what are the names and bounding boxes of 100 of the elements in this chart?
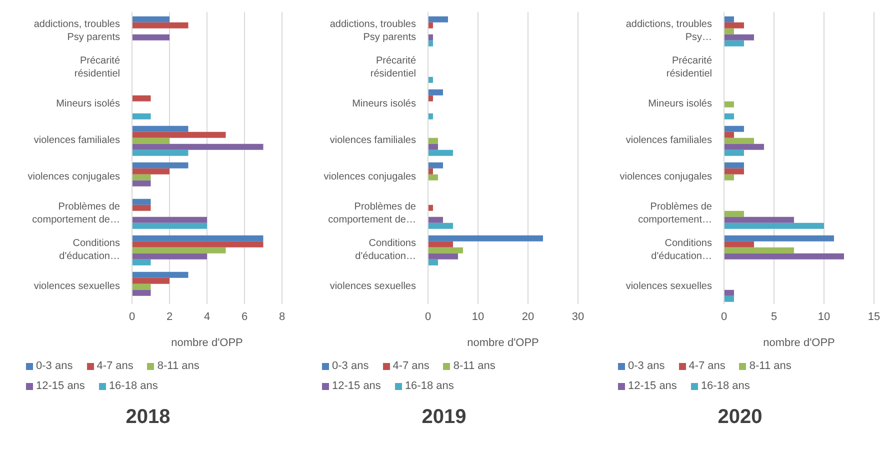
legend-label: 4-7 ans	[392, 360, 430, 372]
y-tick-label: Conditions d'éducation…	[355, 237, 416, 262]
x-tick-label: 10	[472, 310, 484, 323]
x-axis-title: nombre d'OPP	[467, 337, 539, 349]
bar	[428, 247, 463, 254]
bar	[132, 144, 264, 150]
bar	[428, 113, 433, 120]
bar	[132, 204, 151, 211]
legend-label: 4-7 ans	[96, 360, 134, 372]
text: 2018	[126, 406, 170, 429]
y-tick-label: violences sexuelles	[626, 280, 712, 292]
bar	[724, 210, 744, 217]
bar	[428, 76, 433, 83]
bar	[428, 222, 453, 229]
bar	[428, 89, 443, 96]
bar	[132, 162, 188, 168]
bar	[724, 126, 744, 132]
text: 2019	[422, 406, 466, 429]
bar	[132, 284, 151, 290]
bar	[724, 296, 734, 302]
bar	[724, 290, 734, 296]
bar	[428, 162, 443, 168]
y-tick-label: violences sexuelles	[34, 280, 120, 292]
bar	[724, 113, 734, 120]
bar	[132, 95, 151, 102]
y-tick-label: Précarité résidentiel	[370, 54, 416, 79]
x-tick-label: 0	[720, 310, 728, 323]
bar	[428, 16, 448, 22]
bar	[724, 132, 734, 138]
bar	[428, 144, 438, 150]
y-tick-label: Conditions d'éducation…	[59, 237, 120, 262]
bar	[132, 150, 188, 156]
legend-label: 12-15 ans	[331, 380, 381, 392]
bar	[428, 174, 438, 180]
y-tick-label: violences conjugales	[620, 170, 712, 182]
bar	[132, 180, 151, 186]
bar	[428, 216, 443, 223]
bar	[132, 138, 170, 144]
bar	[132, 168, 170, 174]
y-tick-label: violences familiales	[626, 134, 712, 146]
x-tick-label: 20	[522, 310, 534, 323]
bar	[724, 144, 764, 150]
x-tick-label: 4	[204, 310, 210, 323]
y-tick-label: addictions, troubles Psy…	[626, 18, 712, 42]
bar	[132, 278, 170, 284]
bar	[132, 126, 188, 132]
x-tick-label: 30	[572, 310, 584, 323]
bar	[132, 22, 188, 28]
bar	[428, 168, 433, 174]
y-tick-label: violences familiales	[34, 134, 120, 146]
bar	[724, 22, 744, 28]
bar	[132, 222, 207, 229]
bar	[132, 198, 151, 205]
legend-label: 16-18 ans	[404, 380, 454, 392]
bar	[724, 247, 794, 254]
legend-label: 0-3 ans	[331, 360, 369, 372]
bar	[724, 101, 734, 108]
x-tick-label: 6	[241, 310, 248, 323]
bar	[132, 113, 151, 120]
bar	[724, 162, 744, 168]
y-tick-label: Mineurs isolés	[648, 98, 712, 109]
y-tick-label: Précarité résidentiel	[74, 54, 120, 79]
bar	[724, 222, 824, 229]
y-tick-label: violences conjugales	[324, 170, 416, 182]
bar	[724, 216, 794, 223]
bar	[132, 253, 207, 260]
y-tick-label: Conditions d'éducation…	[651, 237, 712, 262]
bar	[724, 168, 744, 174]
bar	[132, 216, 207, 223]
bar	[132, 174, 151, 180]
legend-label: 16-18 ans	[108, 380, 158, 392]
y-tick-label: Problèmes de comportement…	[638, 200, 712, 225]
bar	[428, 253, 458, 260]
y-tick-label: violences conjugales	[28, 170, 120, 182]
legend-label: 8-11 ans	[748, 360, 792, 372]
bar	[428, 40, 433, 46]
bar	[724, 34, 754, 40]
x-tick-label: 5	[770, 310, 778, 323]
bar	[132, 247, 226, 254]
legend-label: 8-11 ans	[452, 360, 496, 372]
bar	[428, 241, 453, 248]
x-tick-label: 2	[166, 310, 173, 323]
legend-label: 0-3 ans	[627, 360, 665, 372]
bar	[724, 150, 744, 156]
bar	[132, 235, 264, 242]
bar	[724, 138, 754, 144]
bar	[428, 204, 433, 211]
bar	[724, 16, 734, 22]
legend-label: 4-7 ans	[688, 360, 726, 372]
bar	[132, 132, 226, 138]
y-tick-label: addictions, troubles Psy parents	[330, 18, 416, 42]
bar	[428, 95, 433, 102]
y-tick-label: addictions, troubles Psy parents	[34, 18, 120, 42]
bar	[132, 259, 151, 266]
x-tick-label: 0	[424, 310, 432, 323]
bar	[724, 253, 844, 260]
bar	[428, 259, 438, 266]
legend-label: 12-15 ans	[35, 380, 85, 392]
x-tick-label: 10	[818, 310, 830, 323]
bar	[428, 34, 433, 40]
